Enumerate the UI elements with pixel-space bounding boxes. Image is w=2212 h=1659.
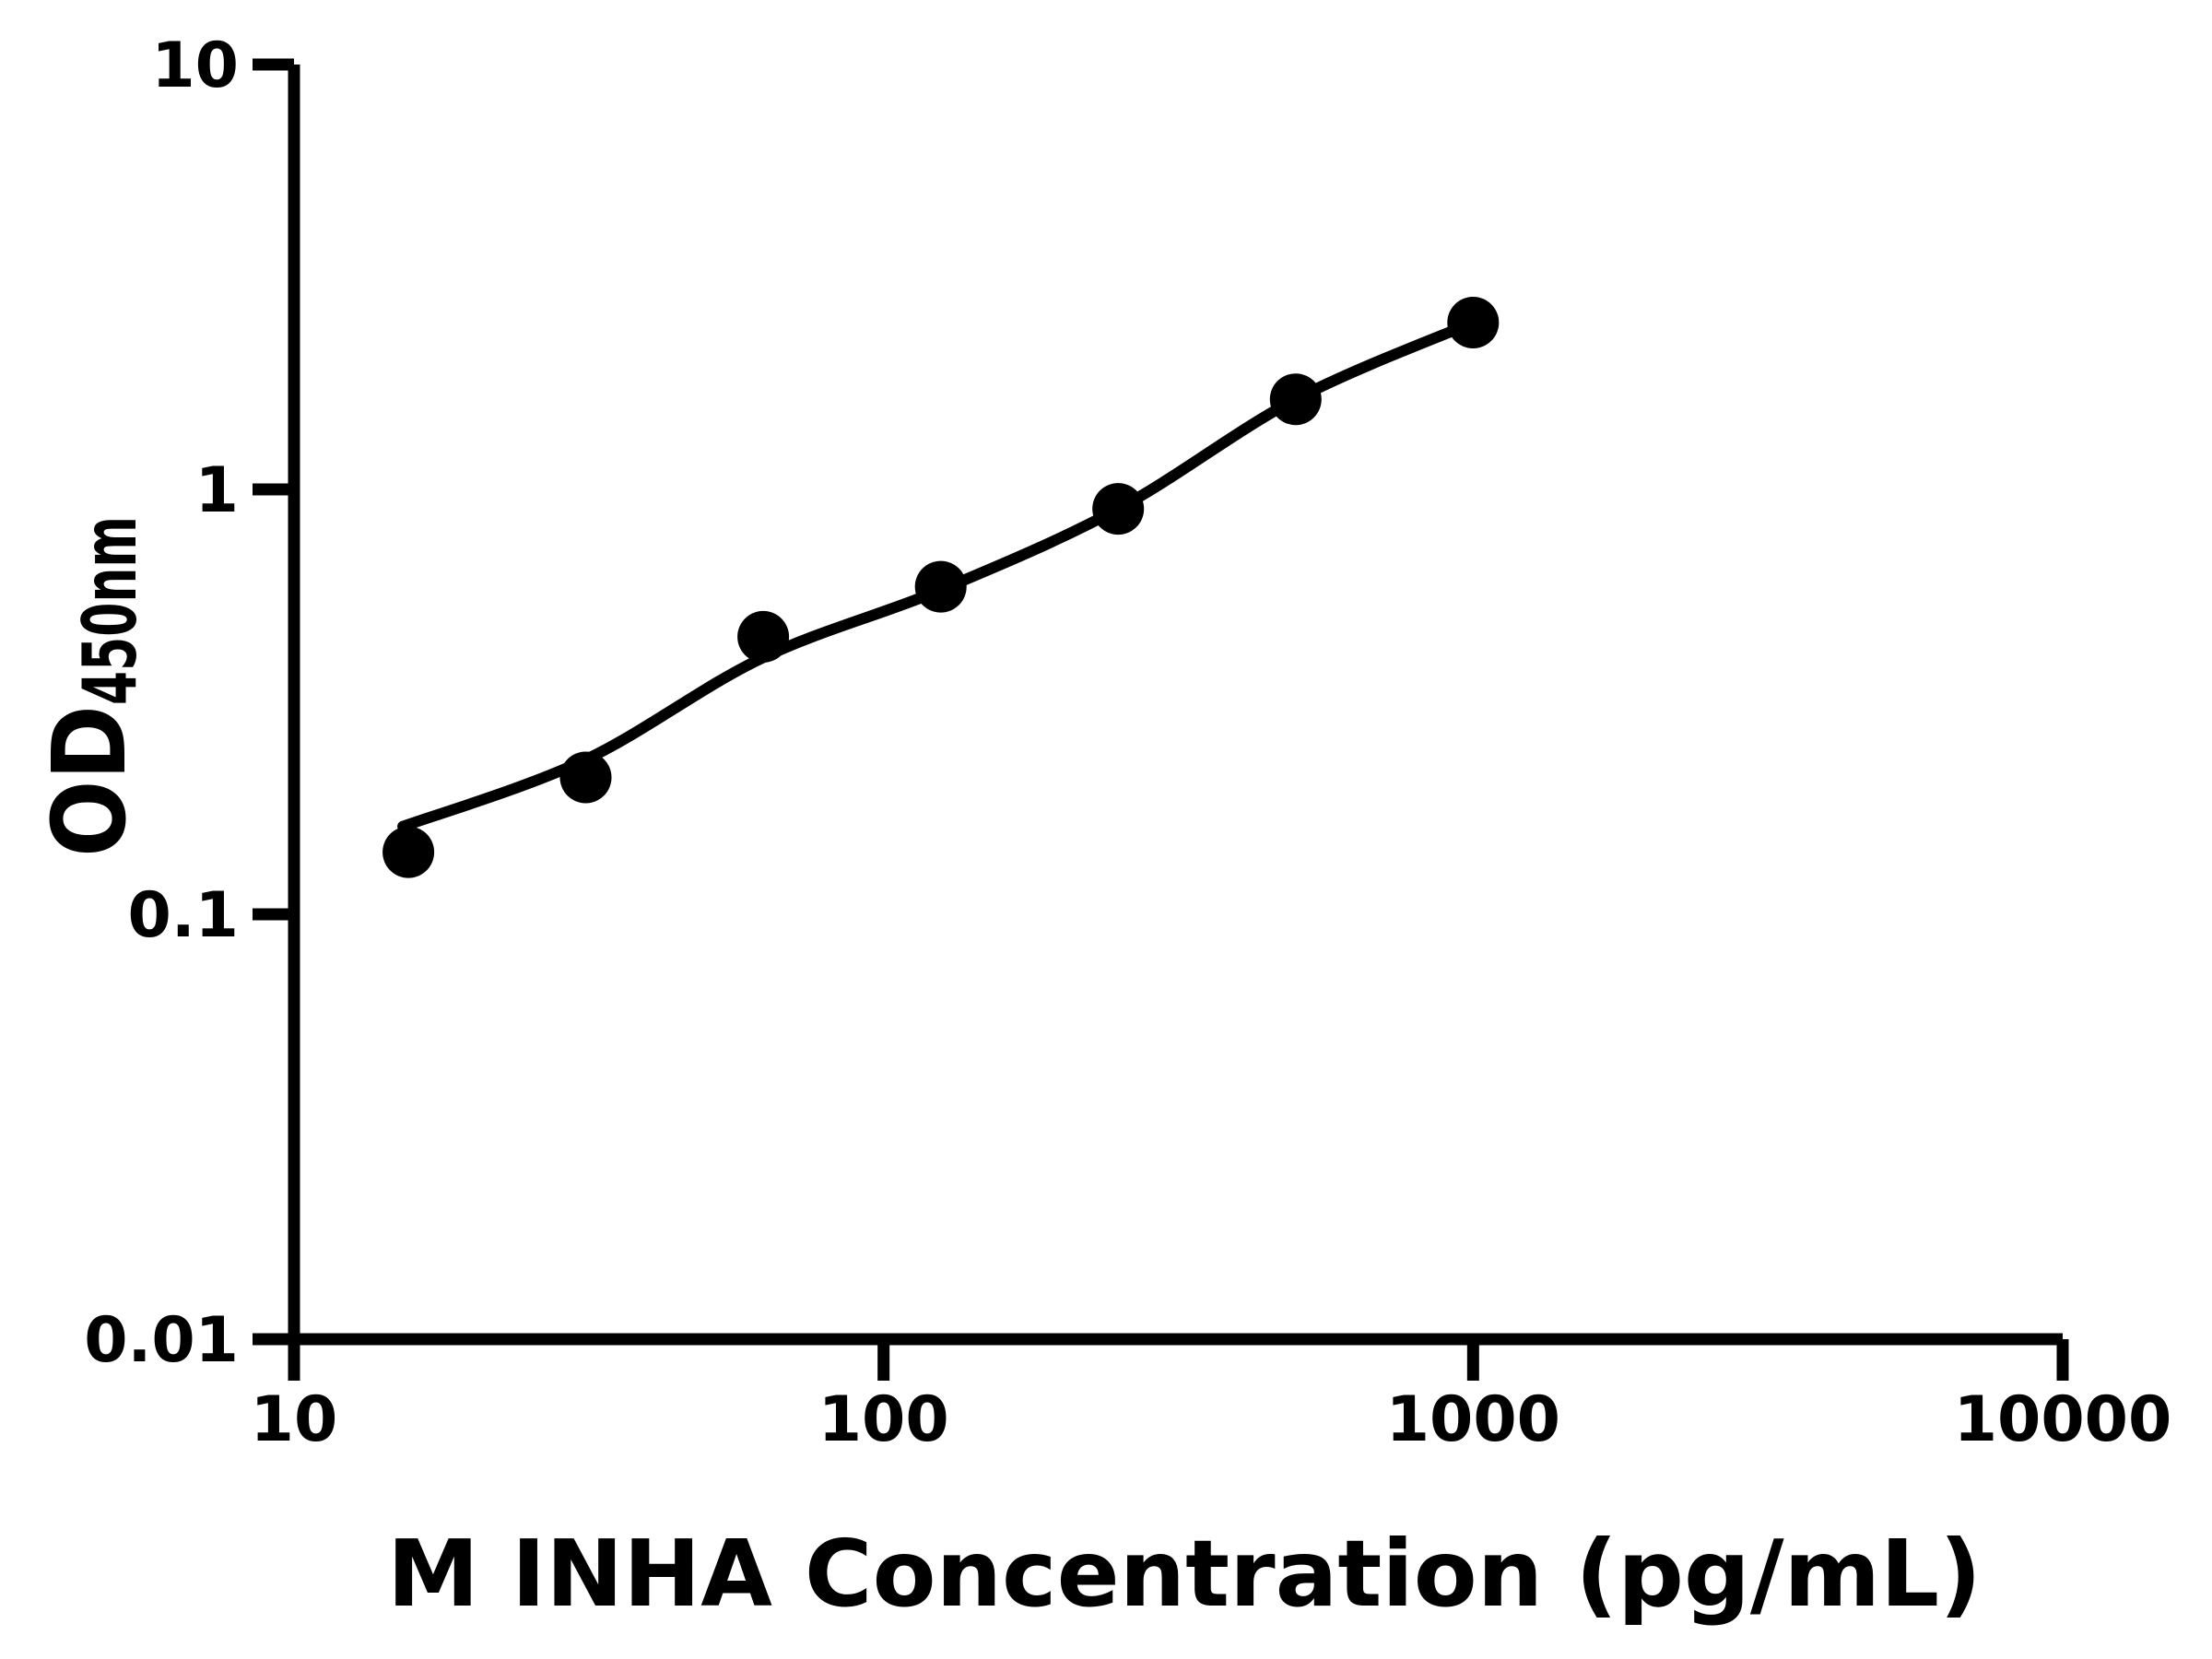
x-ticks: 10 100 1000 10000: [251, 1339, 2172, 1456]
x-tick-label: 10: [251, 1383, 338, 1456]
y-tick-label: 0.01: [84, 1304, 239, 1377]
data-point: [1092, 483, 1145, 535]
data-point: [382, 826, 435, 878]
y-axis-title: OD450nm: [30, 516, 153, 857]
y-axis-title-group: OD450nm: [30, 516, 153, 857]
y-axis-title-subscript: 450nm: [67, 516, 153, 705]
x-tick-label: 1000: [1386, 1383, 1560, 1456]
y-tick-label: 1: [195, 454, 239, 527]
data-point: [1269, 373, 1322, 426]
y-tick-label: 0.1: [128, 879, 239, 952]
data-point: [1447, 297, 1500, 348]
data-point: [914, 560, 967, 613]
data-point: [559, 751, 612, 804]
y-tick-label: 10: [151, 29, 239, 102]
axes: [288, 65, 2063, 1346]
x-axis-title: M INHA Concentration (pg/mL): [387, 1520, 1982, 1628]
y-ticks: 10 1 0.1 0.01: [84, 29, 294, 1377]
x-tick-label: 100: [818, 1383, 949, 1456]
y-axis-title-main: OD: [30, 705, 148, 857]
x-tick-label: 10000: [1954, 1383, 2172, 1456]
data-points: [382, 297, 1500, 878]
data-point: [737, 610, 790, 663]
